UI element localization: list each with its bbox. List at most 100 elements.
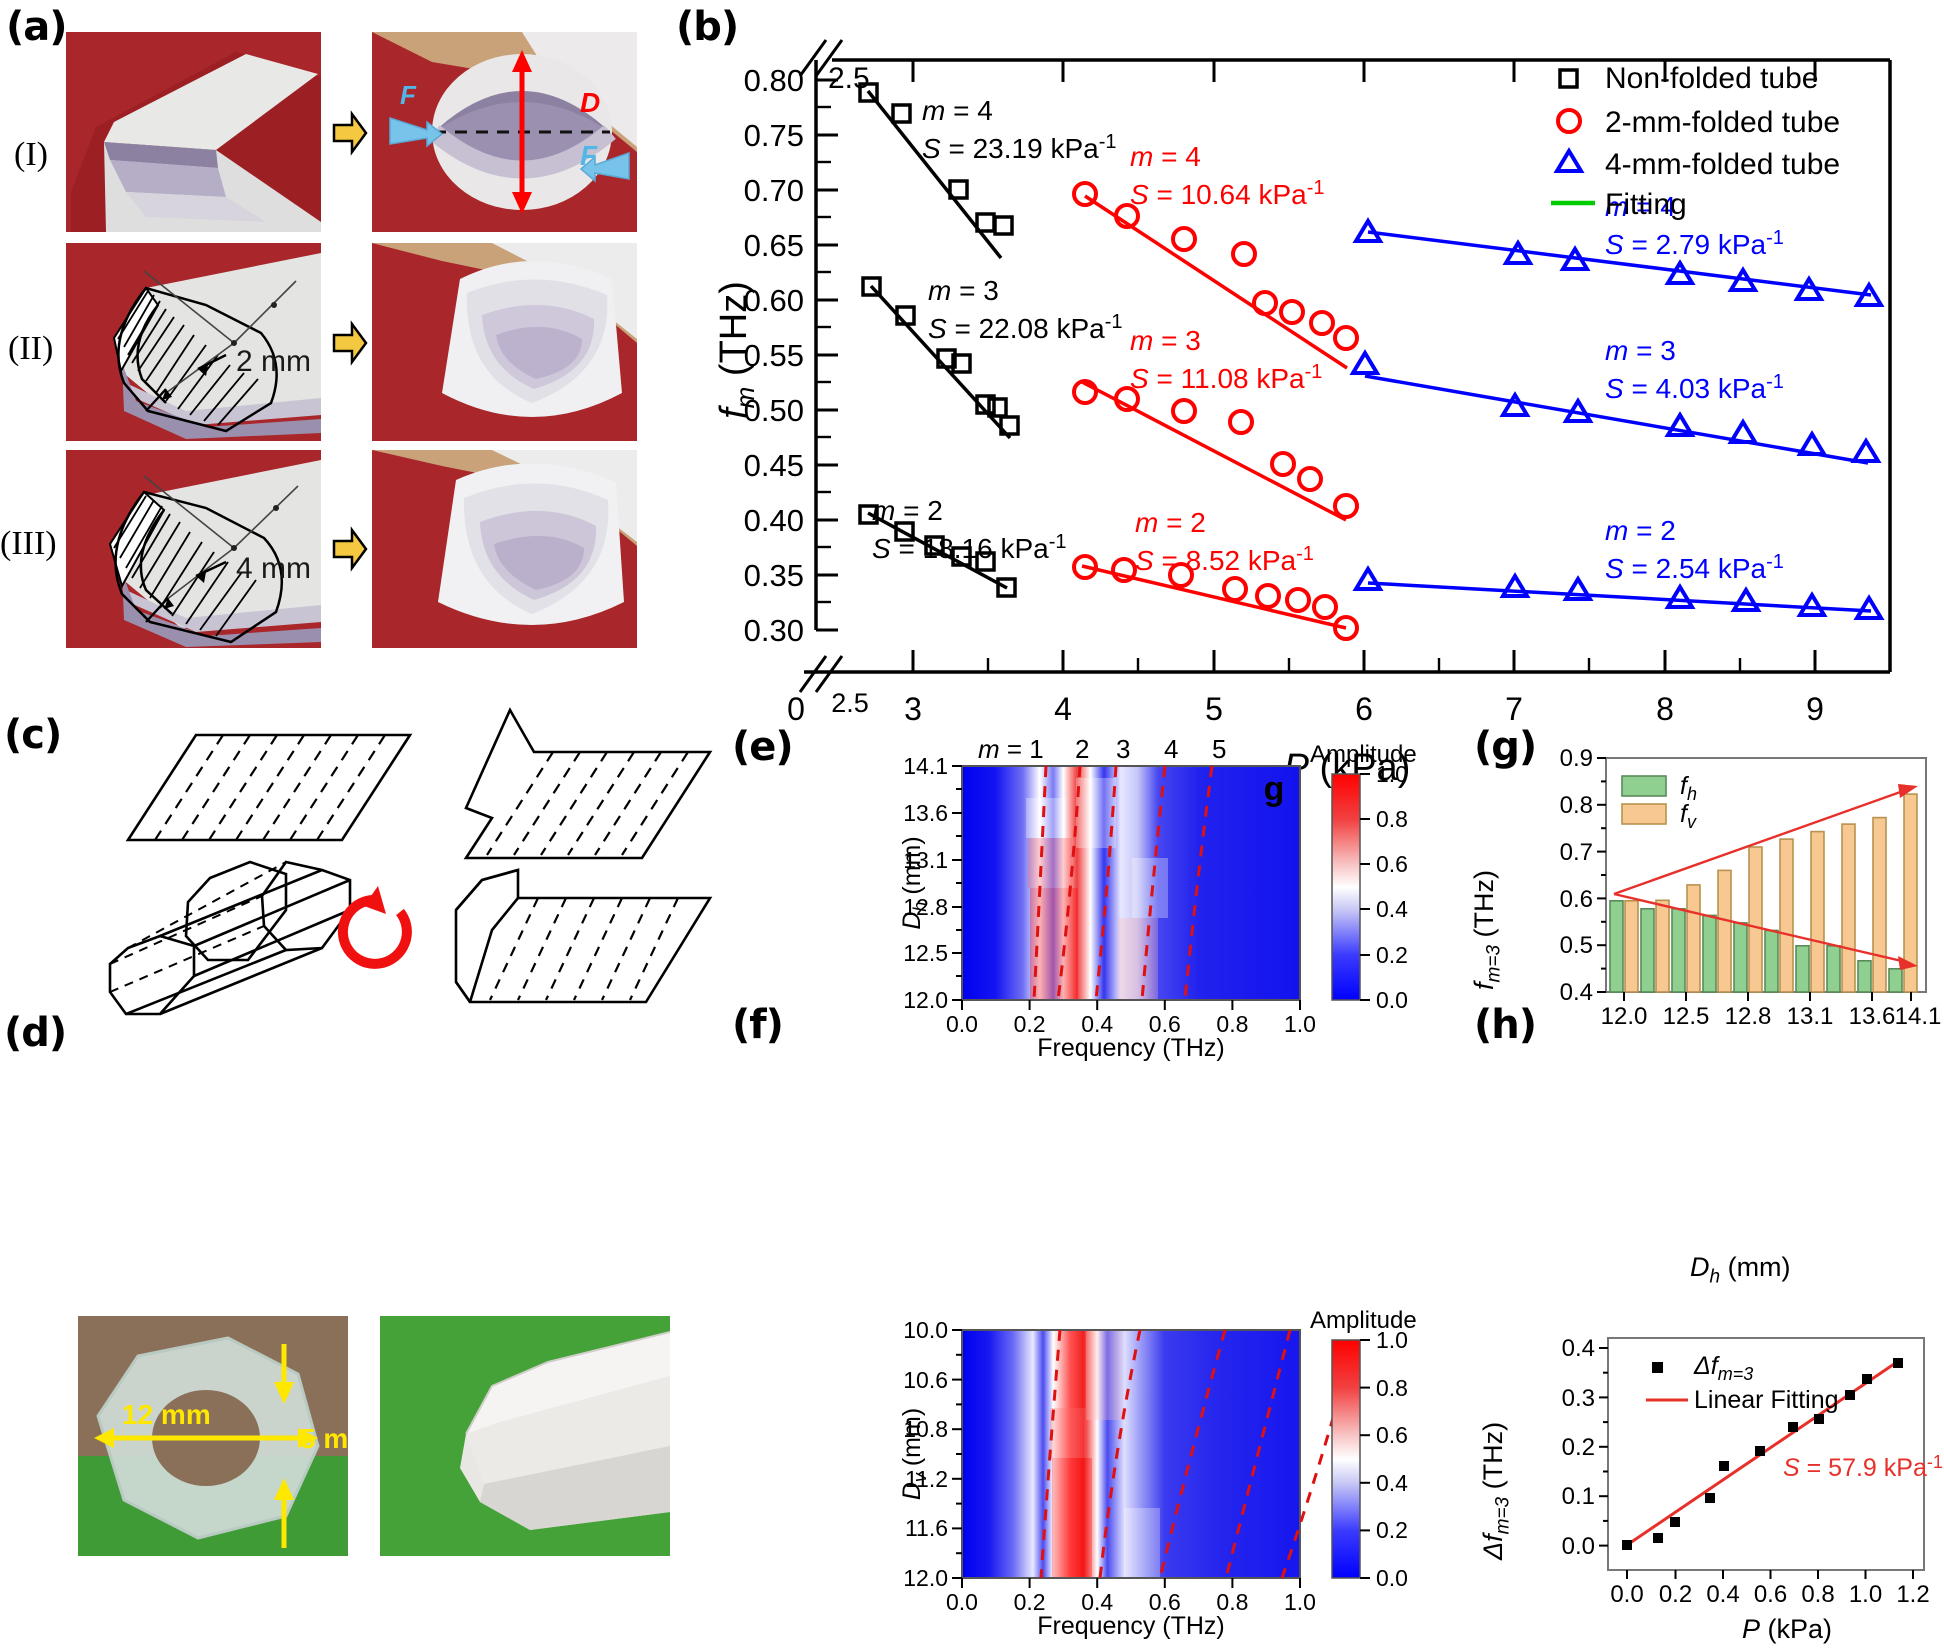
panel-f-label: (f) (732, 1002, 784, 1048)
panel-e-mlabel: m = 1 (978, 734, 1044, 764)
panel-h-ytick-4: 0.0 (1562, 1533, 1595, 1560)
panel-b-ytick-10: 0.80 (744, 63, 804, 98)
panel-h-ytick-1: 0.3 (1562, 1385, 1595, 1412)
panel-f-xlabel: Frequency (THz) (1037, 1612, 1225, 1640)
panel-h-xtick-3: 0.6 (1754, 1581, 1787, 1608)
panel-c-label: (c) (4, 712, 62, 758)
panel-g-ylabel: fm=3 (THz) (1469, 870, 1505, 990)
panel-f-ytick-5: 12.0 (903, 1565, 948, 1591)
panel-a-label: (a) (6, 4, 68, 50)
panel-h-legend: Δfm=3 Linear Fitting (1646, 1352, 1839, 1414)
panel-e-xtick-0: 0.0 (946, 1011, 978, 1037)
panel-f-ytick-3: 11.2 (905, 1466, 948, 1492)
legend-label-4mm: 4-mm-folded tube (1605, 148, 1840, 181)
panel-f-xtick-0: 0.0 (946, 1589, 978, 1615)
panel-b-legend: Non-folded tube 2-mm-folded tube 4-mm-fo… (1551, 62, 1840, 221)
panel-h-legend-label-fitting: Linear Fitting (1694, 1386, 1839, 1414)
panel-a-row-label-II: (II) (8, 330, 54, 367)
panel-e-ytick-2: 13.1 (903, 847, 948, 873)
panel-e-cbar-tick-5: 0.0 (1376, 987, 1408, 1013)
panel-e-morder-4: 4 (1164, 734, 1178, 764)
panel-a-row-label-I: (I) (14, 136, 48, 173)
panel-h-xtick-6: 1.2 (1896, 1581, 1929, 1608)
panel-g-ytick-4: 0.5 (1560, 932, 1593, 959)
photo-4mm-folded-before: 4 mm (66, 450, 321, 648)
panel-b-ann-red-m4-m: m = 4 (1130, 141, 1201, 172)
panel-h-xlabel: P (kPa) (1742, 1614, 1833, 1644)
photo-4mm-folded-compressed (372, 450, 637, 648)
panel-b-ann-black-m3-m: m = 3 (928, 275, 999, 306)
panel-b-ann-red-m3-s: S = 11.08 kPa-1 (1130, 361, 1322, 394)
panel-b-chart: 0.30 0.35 0.40 0.45 0.50 0.55 0.60 0.65 … (700, 20, 1944, 789)
dim-12mm-label: 12 mm (122, 1399, 211, 1430)
panel-g-ytick-2: 0.7 (1560, 839, 1593, 866)
dim-5mm-label: 5 mm (300, 1423, 348, 1454)
panel-g-ytick-0: 0.9 (1560, 745, 1593, 772)
panel-e-ytick-5: 12.0 (903, 987, 948, 1013)
panel-g-xtick-2: 12.8 (1725, 1003, 1772, 1030)
legend-marker-square (1558, 68, 1579, 89)
panel-f-cbar-tick-1: 0.8 (1376, 1375, 1408, 1401)
panel-g-xtick-4: 13.6 (1849, 1003, 1896, 1030)
panel-f-cbar-tick-4: 0.2 (1376, 1517, 1408, 1543)
panel-b-ytick-9: 0.75 (744, 118, 804, 153)
panel-e-ytick-0: 14.1 (903, 753, 948, 779)
panel-b-xtick-5: 6 (1355, 691, 1373, 727)
panel-f-cbar-tick-3: 0.4 (1376, 1470, 1408, 1496)
panel-f-cbar-tick-2: 0.6 (1376, 1422, 1408, 1448)
panel-a-row-label-III: (III) (0, 525, 57, 562)
panel-e-cbar-tick-0: 1.0 (1376, 761, 1408, 787)
panel-b-ytick-7: 0.65 (744, 228, 804, 263)
arrow-step-II (332, 320, 368, 366)
panel-e-cbar-tick-2: 0.6 (1376, 851, 1408, 877)
panel-b-ytick-8: 0.70 (744, 173, 804, 208)
photo-octagon-cross-section: 12 mm 5 mm (78, 1316, 348, 1556)
panel-b-ann-blue-m4-s: S = 2.79 kPa-1 (1605, 227, 1784, 260)
panel-f-colorbar-title: Amplitude (1310, 1307, 1417, 1334)
panel-g-chart: fh fv 0.9 0.8 0.7 0.6 0.5 0.4 12.0 12.5 … (1540, 740, 1942, 1040)
panel-e-ytick-4: 12.5 (903, 940, 948, 966)
panel-g-xtick-1: 12.5 (1663, 1003, 1710, 1030)
panel-b-ann-blue-m4-m: m = 4 (1605, 191, 1676, 222)
panel-f-ytick-1: 10.6 (903, 1367, 948, 1393)
panel-h-label: (h) (1474, 1002, 1537, 1048)
panel-g-legend-swatch-fh (1621, 775, 1667, 797)
panel-e-xtick-4: 0.8 (1216, 1011, 1248, 1037)
panel-e-xtick-3: 0.6 (1149, 1011, 1181, 1037)
legend-label-2mm: 2-mm-folded tube (1605, 106, 1840, 139)
panel-f-cbar-tick-0: 1.0 (1376, 1327, 1408, 1353)
rotate-arrow-icon (337, 886, 412, 969)
panel-f-xtick-3: 0.6 (1149, 1589, 1181, 1615)
panel-g-legend-label-fh: fh (1680, 772, 1697, 804)
panel-g-ytick-3: 0.6 (1560, 886, 1593, 913)
panel-e-xtick-2: 0.4 (1081, 1011, 1113, 1037)
panel-h-xtick-0: 0.0 (1610, 1581, 1643, 1608)
panel-b-ann-black-m2-m: m = 2 (872, 495, 943, 526)
panel-g-xlabel: Dh (mm) (1690, 1252, 1791, 1288)
panel-e-morder-3: 3 (1116, 734, 1130, 764)
panel-g-label: (g) (1474, 724, 1537, 770)
panel-h-xtick-4: 0.8 (1801, 1581, 1834, 1608)
panel-e-ytick-3: 12.8 (903, 894, 948, 920)
panel-g-xtick-0: 12.0 (1601, 1003, 1648, 1030)
panel-e-cbar-tick-4: 0.2 (1376, 942, 1408, 968)
panel-h-xtick-1: 0.2 (1659, 1581, 1692, 1608)
panel-h-xtick-2: 0.4 (1706, 1581, 1739, 1608)
panel-f-xtick-4: 0.8 (1216, 1589, 1248, 1615)
fold-2mm-label: 2 mm (236, 345, 311, 378)
panel-f-cbar-tick-5: 0.0 (1376, 1565, 1408, 1591)
panel-b-ann-red-m2-m: m = 2 (1135, 507, 1206, 538)
panel-b-ann-black-m4-m: m = 4 (922, 95, 993, 126)
photo-2mm-folded-before: 2 mm (66, 243, 321, 441)
panel-e-ylabel: Dh (mm) (898, 836, 930, 929)
panel-b-ann-black-m2-s: S = 18.16 kPa-1 (872, 531, 1067, 564)
panel-b-xtick-0: 0 (787, 691, 805, 727)
panel-f-ytick-4: 11.6 (905, 1515, 948, 1541)
panel-e-cbar-tick-3: 0.4 (1376, 896, 1408, 922)
panel-e-colorbar-title: Amplitude (1310, 741, 1417, 768)
panel-b-ytick-5: 0.55 (744, 338, 804, 373)
panel-b-ann-black-m3-s: S = 22.08 kPa-1 (928, 311, 1123, 344)
photo-octagon-tube-side (380, 1316, 670, 1556)
fold-4mm-label: 4 mm (236, 552, 311, 585)
panel-b-label: (b) (676, 4, 739, 50)
